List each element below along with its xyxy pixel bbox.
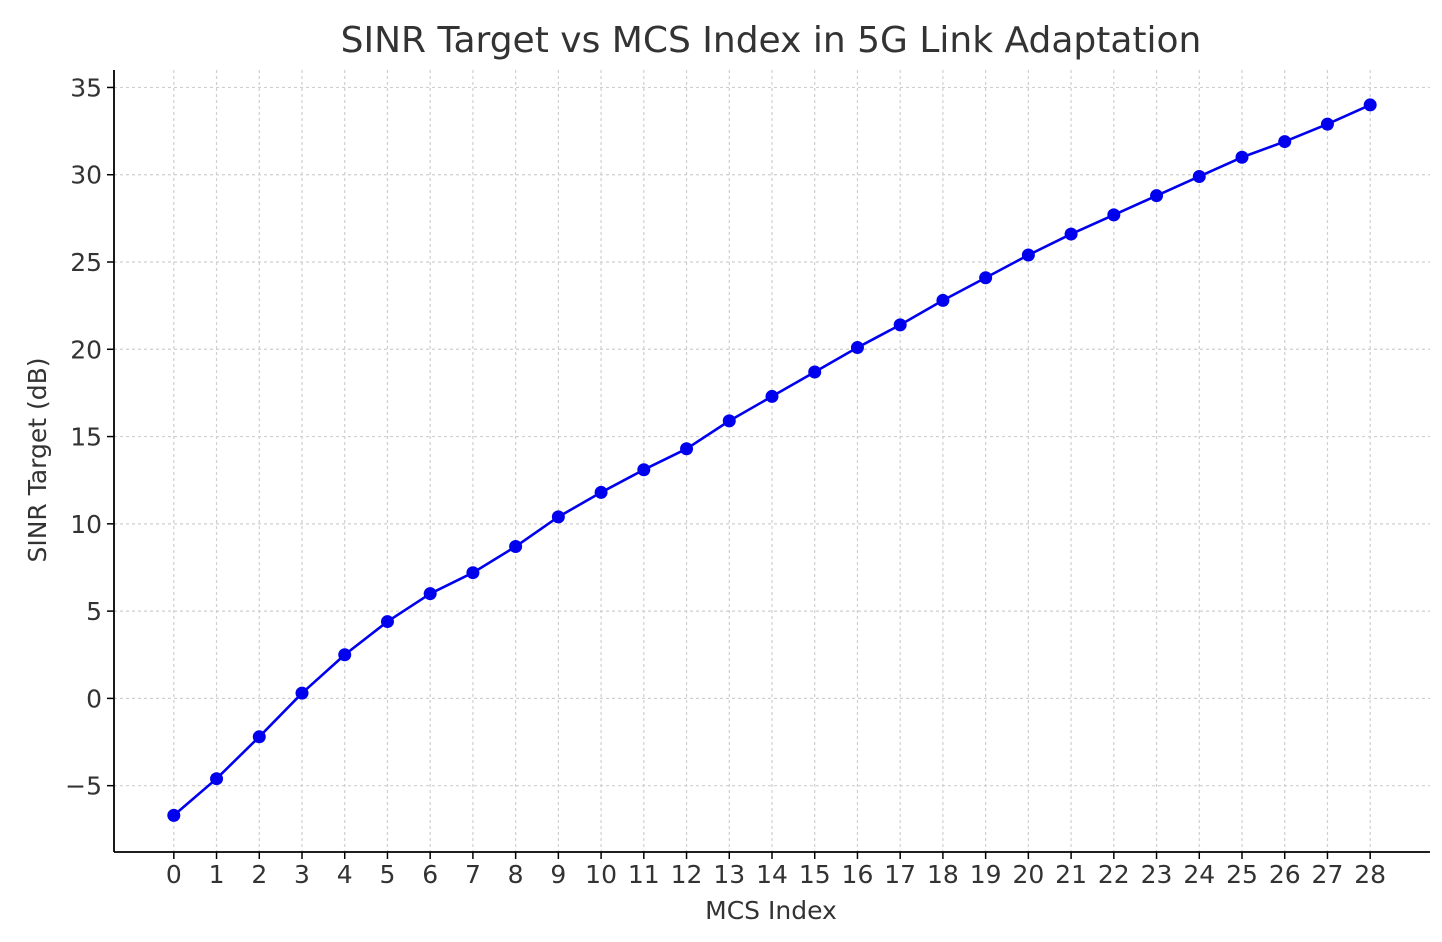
x-tick-label: 3 [294, 860, 310, 889]
data-point [722, 414, 736, 428]
data-point [1278, 135, 1292, 149]
data-point [551, 510, 565, 524]
x-tick-label: 10 [585, 860, 617, 889]
data-point [509, 540, 523, 554]
x-tick-label: 17 [884, 860, 916, 889]
data-point [1021, 248, 1035, 262]
data-point [936, 293, 950, 307]
x-tick-label: 24 [1183, 860, 1215, 889]
data-point [1107, 208, 1121, 222]
x-tick-label: 9 [550, 860, 566, 889]
data-point [808, 365, 822, 379]
data-point [893, 318, 907, 332]
y-tick-label: 5 [86, 597, 102, 626]
data-point [1150, 189, 1164, 203]
x-tick-label: 21 [1055, 860, 1087, 889]
data-point [1064, 227, 1078, 241]
data-point [252, 730, 266, 744]
data-point [423, 587, 437, 601]
x-tick-label: 8 [508, 860, 524, 889]
data-point [1363, 98, 1377, 112]
x-tick-label: 20 [1012, 860, 1044, 889]
data-point [338, 648, 352, 662]
y-tick-label: 35 [70, 73, 102, 102]
y-ticks: −5 0 5 10 15 20 25 30 35 [65, 73, 114, 801]
y-axis-label: SINR Target (dB) [23, 357, 52, 562]
y-tick-label: 15 [70, 423, 102, 452]
data-point [1235, 150, 1249, 164]
x-tick-label: 13 [713, 860, 745, 889]
data-point [637, 463, 651, 477]
data-point [1192, 169, 1206, 183]
x-tick-label: 16 [842, 860, 874, 889]
x-tick-label: 0 [166, 860, 182, 889]
chart-title: SINR Target vs MCS Index in 5G Link Adap… [341, 20, 1202, 61]
x-ticks: 0 1 2 3 4 5 6 7 8 9 10 11 12 13 14 15 16 17 18 19 20 21 22 23 24… [166, 852, 1386, 889]
x-tick-label: 23 [1141, 860, 1173, 889]
x-tick-label: 11 [628, 860, 660, 889]
x-tick-label: 14 [756, 860, 788, 889]
y-tick-label: 20 [70, 335, 102, 364]
x-tick-label: 26 [1269, 860, 1301, 889]
data-point [979, 271, 993, 285]
data-point [380, 615, 394, 629]
x-tick-label: 1 [209, 860, 225, 889]
x-tick-label: 15 [799, 860, 831, 889]
x-tick-label: 6 [422, 860, 438, 889]
x-axis-label: MCS Index [705, 896, 837, 925]
x-tick-label: 5 [380, 860, 396, 889]
x-tick-label: 4 [337, 860, 353, 889]
series [167, 98, 1377, 822]
data-point [167, 808, 181, 822]
data-point [850, 341, 864, 355]
y-tick-label: −5 [65, 772, 102, 801]
y-tick-label: 25 [70, 248, 102, 277]
x-tick-label: 27 [1312, 860, 1344, 889]
grid [114, 70, 1430, 852]
data-point [295, 686, 309, 700]
y-tick-label: 30 [70, 161, 102, 190]
data-point [594, 485, 608, 499]
x-tick-label: 7 [465, 860, 481, 889]
x-tick-label: 22 [1098, 860, 1130, 889]
data-point [1320, 117, 1334, 131]
y-tick-label: 10 [70, 510, 102, 539]
data-point [680, 442, 694, 456]
x-tick-label: 28 [1354, 860, 1386, 889]
x-tick-label: 2 [251, 860, 267, 889]
data-point [210, 772, 224, 786]
x-tick-label: 18 [927, 860, 959, 889]
x-tick-label: 25 [1226, 860, 1258, 889]
data-point [765, 389, 779, 403]
y-tick-label: 0 [86, 684, 102, 713]
data-point [466, 566, 480, 580]
x-tick-label: 19 [970, 860, 1002, 889]
x-tick-label: 12 [671, 860, 703, 889]
